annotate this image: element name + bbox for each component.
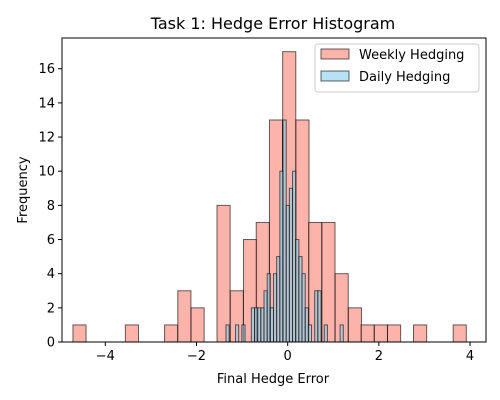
x-tick-label: 2 (375, 349, 383, 364)
chart-title: Task 1: Hedge Error Histogram (150, 14, 395, 33)
y-tick-label: 8 (47, 199, 55, 214)
daily-bar-21 (308, 325, 311, 342)
x-tick-label: −4 (96, 349, 115, 364)
weekly-bar-3 (178, 291, 191, 342)
y-axis-label: Frequency (16, 156, 31, 223)
weekly-bar-5 (217, 205, 230, 342)
legend: Weekly Hedging Daily Hedging (315, 44, 479, 92)
y-tick-label: 4 (47, 267, 55, 282)
weekly-bar-18 (388, 325, 401, 342)
daily-bar-1 (236, 325, 239, 342)
legend-label-weekly: Weekly Hedging (359, 48, 464, 63)
y-tick-label: 0 (47, 336, 55, 351)
y-tick-label: 12 (38, 131, 55, 146)
y-axis-ticks: 0 2 4 6 8 10 12 14 16 (38, 62, 62, 350)
daily-bar-24 (324, 325, 327, 342)
weekly-bar-20 (453, 325, 466, 342)
weekly-bar-0 (73, 325, 86, 342)
daily-bar-25 (340, 325, 343, 342)
weekly-bar-1 (125, 325, 138, 342)
y-tick-label: 16 (38, 62, 55, 77)
y-tick-label: 6 (47, 233, 55, 248)
daily-bar-0 (226, 325, 229, 342)
legend-swatch-weekly (321, 49, 349, 59)
plot-area (73, 52, 466, 342)
x-axis-label: Final Hedge Error (217, 372, 330, 387)
weekly-bar-15 (348, 308, 361, 342)
weekly-bar-19 (414, 325, 427, 342)
x-axis-ticks: −4 −2 0 2 4 (96, 342, 474, 364)
legend-label-daily: Daily Hedging (359, 70, 450, 85)
y-tick-label: 14 (38, 96, 55, 111)
x-tick-label: −2 (187, 349, 206, 364)
daily-bar-23 (318, 291, 321, 342)
x-tick-label: 4 (466, 349, 474, 364)
weekly-bar-2 (165, 325, 178, 342)
weekly-bar-17 (374, 325, 387, 342)
y-tick-label: 10 (38, 165, 55, 180)
legend-swatch-daily (321, 71, 349, 81)
daily-bar-2 (242, 325, 245, 342)
weekly-bar-13 (322, 222, 335, 342)
weekly-bar-4 (191, 308, 204, 342)
y-tick-label: 2 (47, 301, 55, 316)
weekly-bar-16 (361, 325, 374, 342)
x-tick-label: 0 (284, 349, 292, 364)
